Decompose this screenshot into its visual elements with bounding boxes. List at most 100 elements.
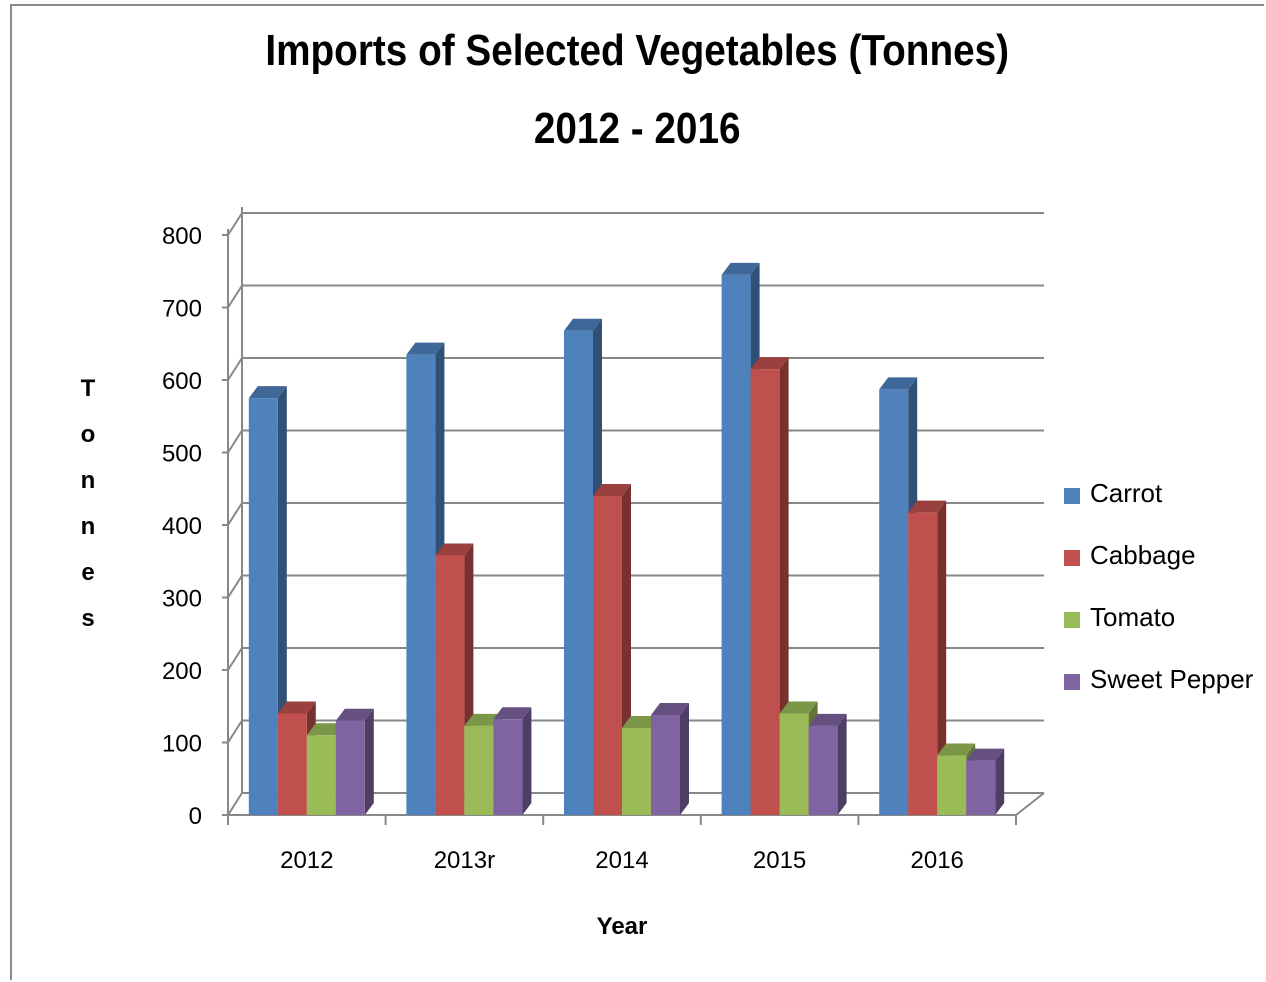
gridline-diag (227, 719, 243, 744)
x-tick-label: 2016 (911, 847, 964, 874)
y-tick-label: 200 (162, 658, 202, 685)
legend-swatch (1064, 674, 1080, 690)
bar-top (277, 701, 316, 714)
gridline-diag (227, 357, 243, 381)
bar-front (879, 389, 909, 815)
bar-front (908, 512, 938, 815)
y-axis-label-letter: o (81, 421, 96, 448)
y-tick-label: 100 (162, 731, 202, 758)
gridline-diag (227, 647, 243, 671)
legend-swatch (1064, 488, 1080, 504)
bar-front (808, 725, 838, 815)
bar-front (779, 713, 809, 815)
bar-sweet-pepper (651, 702, 689, 815)
bar-front (721, 274, 751, 815)
bar-top (808, 713, 847, 726)
bar-top (937, 743, 976, 756)
bar-side (837, 713, 847, 815)
bar-front (622, 728, 651, 815)
bar-front (564, 330, 593, 815)
bar-sweet-pepper (335, 708, 374, 815)
bar-front (937, 755, 967, 815)
x-tick-label: 2015 (753, 847, 806, 874)
bar-front (966, 760, 996, 815)
bar-top (750, 357, 789, 370)
bar-sweet-pepper (808, 713, 847, 815)
y-axis-label-letter: n (81, 467, 96, 494)
bar-side (995, 748, 1005, 815)
x-axis-label: Year (597, 913, 648, 940)
y-axis-label-letter: T (81, 375, 96, 402)
gridline-diag (227, 284, 243, 309)
bar-front (593, 496, 622, 815)
bar-top (248, 386, 287, 399)
bar-front (306, 735, 336, 815)
y-axis-label: Tonnes (81, 375, 96, 632)
y-tick-label: 800 (162, 223, 202, 250)
bar-top (622, 716, 660, 728)
bar-top (435, 543, 474, 556)
bar-side (364, 708, 374, 815)
bar-cabbage (277, 701, 316, 815)
x-tick-label: 2012 (280, 847, 333, 874)
bar-top (335, 708, 374, 721)
bar-side (522, 707, 532, 815)
bar-top (779, 701, 818, 714)
x-tick-label: 2013r (434, 847, 495, 874)
bar-front (464, 725, 494, 815)
bar-top (406, 342, 445, 355)
bar-top (493, 707, 532, 720)
floor-right-edge (1015, 792, 1045, 816)
chart-subtitle: 2012 - 2016 (533, 104, 741, 153)
bar-front (493, 719, 523, 815)
y-tick-label: 0 (189, 803, 202, 830)
bar-top (564, 318, 602, 331)
y-tick-label: 300 (162, 586, 202, 613)
legend-label: Carrot (1090, 478, 1163, 508)
bar-top (966, 748, 1005, 761)
legend-label: Cabbage (1090, 540, 1196, 570)
bar-side (680, 702, 689, 815)
legend-label: Sweet Pepper (1090, 664, 1254, 694)
gridline-diag (227, 429, 243, 454)
y-axis-label-letter: n (81, 513, 96, 540)
gridline-diag (227, 502, 243, 526)
bars (248, 262, 1005, 815)
bar-top (908, 500, 947, 513)
y-tick-label: 600 (162, 368, 202, 395)
bar-front (750, 369, 780, 815)
legend-label: Tomato (1090, 602, 1176, 632)
bar-side (937, 500, 947, 815)
y-tick-label: 500 (162, 441, 202, 468)
floor-edge (227, 792, 243, 816)
chart-title: Imports of Selected Vegetables (Tonnes) (265, 26, 1010, 75)
bar-top (651, 702, 689, 715)
bar-top (306, 723, 345, 736)
y-axis-label-letter: s (81, 605, 94, 632)
bar-top (464, 713, 503, 726)
bar-front (406, 354, 436, 815)
bar-cabbage (908, 500, 947, 815)
gridline-diag (227, 212, 243, 236)
bar-front (248, 398, 278, 815)
bar-front (277, 713, 307, 815)
bar-front (335, 720, 365, 815)
bar-side (779, 357, 789, 815)
bar-front (651, 714, 680, 815)
y-axis-label-letter: e (81, 559, 94, 586)
y-tick-label: 700 (162, 296, 202, 323)
bar-front (435, 555, 465, 815)
legend-swatch (1064, 550, 1080, 566)
bar-sweet-pepper (493, 707, 532, 815)
bar-top (721, 262, 760, 275)
chart-frame (10, 4, 1264, 980)
gridline-diag (227, 574, 243, 599)
bar-sweet-pepper (966, 748, 1005, 815)
legend-swatch (1064, 612, 1080, 628)
bar-cabbage (750, 357, 789, 815)
bar-top (879, 377, 918, 390)
x-tick-label: 2014 (595, 847, 648, 874)
tick-labels: 0 100 200 300 400 500 600 700 800 2012 2013r 2014 20… (162, 223, 964, 874)
y-tick-label: 400 (162, 513, 202, 540)
